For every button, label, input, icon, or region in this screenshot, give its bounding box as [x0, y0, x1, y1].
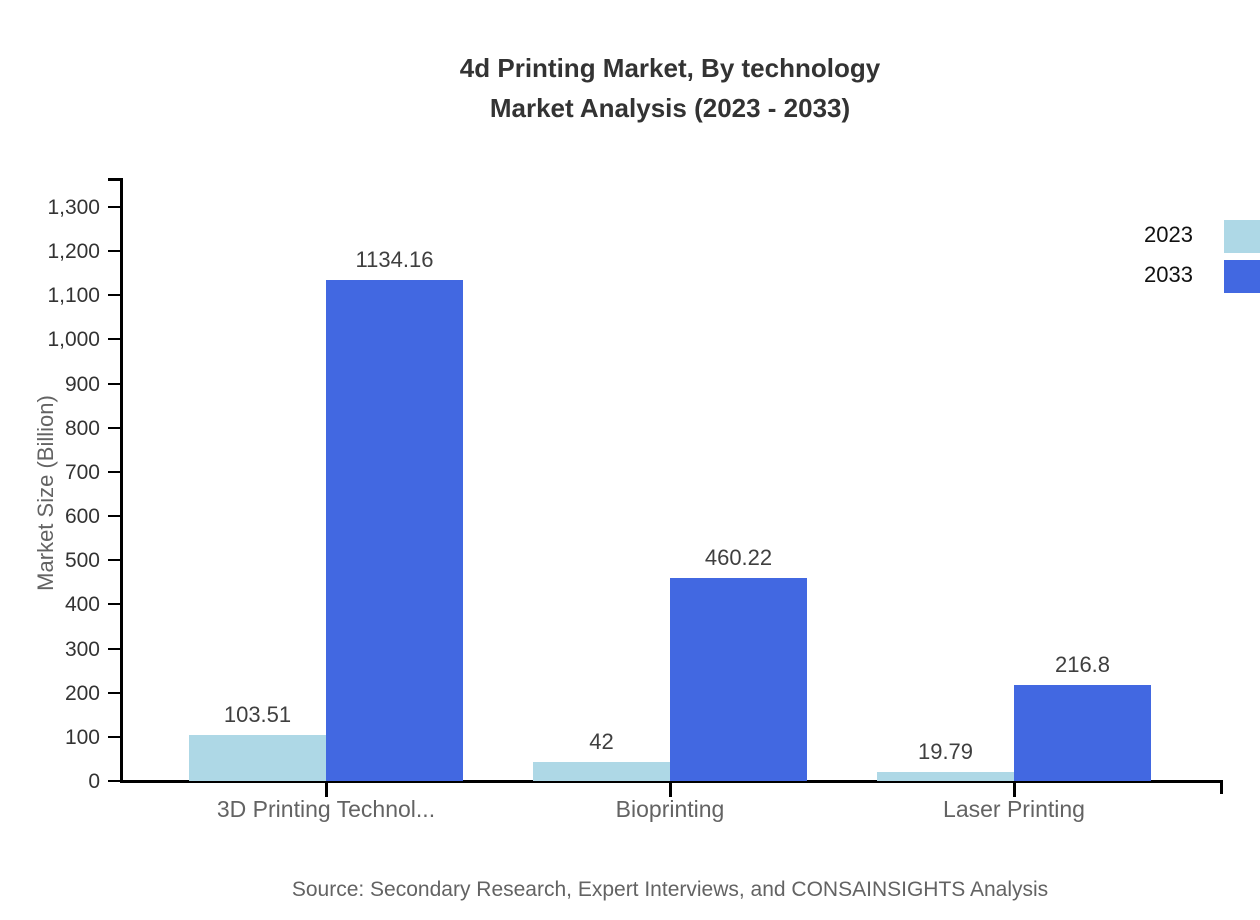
bar-2033-2[interactable]	[1014, 685, 1151, 781]
y-axis-tick	[108, 603, 121, 606]
legend-item-label: 2023	[1144, 222, 1193, 247]
y-axis-tick-label: 1,100	[47, 284, 100, 308]
y-axis-tick-label: 1,300	[47, 196, 100, 219]
y-axis-tick	[108, 382, 121, 385]
y-axis-tick	[108, 470, 121, 473]
legend-color-swatch	[1224, 220, 1260, 253]
bar-2033-1[interactable]	[670, 577, 807, 781]
y-axis-tick	[108, 515, 121, 518]
bar-2023-0[interactable]	[189, 735, 326, 781]
y-axis-tick	[108, 647, 121, 650]
y-axis-line	[120, 178, 123, 782]
y-axis-tick	[108, 338, 121, 341]
y-axis-tick-label: 300	[64, 637, 100, 661]
y-axis-tick	[108, 559, 121, 562]
y-axis-tick-label: 700	[64, 460, 100, 484]
y-axis-tick	[108, 426, 121, 429]
page-title: 4d Printing Market, By technology Market…	[0, 48, 1260, 128]
chart-title-line-2: Market Analysis (2023 - 2033)	[489, 93, 851, 123]
y-axis-tick	[108, 294, 121, 297]
y-axis-tick	[108, 780, 121, 782]
y-axis-tick	[108, 206, 121, 208]
x-axis-tick	[669, 783, 672, 797]
y-axis-tick-label: 1,000	[47, 328, 100, 352]
legend-item-2023[interactable]: 2023	[1130, 218, 1260, 258]
y-axis-tick	[108, 250, 121, 253]
chart-title-line-1: 4d Printing Market, By technology	[459, 53, 881, 83]
y-axis-tick	[108, 735, 121, 738]
y-axis-tick-label: 1,200	[47, 240, 100, 264]
legend-color-swatch	[1224, 260, 1260, 293]
bar-2023-2[interactable]	[877, 772, 1014, 781]
y-axis-tick-label: 200	[64, 681, 100, 705]
bar-2023-1[interactable]	[533, 762, 670, 781]
y-axis-tick-label: 800	[64, 416, 100, 440]
source-note: Source: Secondary Research, Expert Inter…	[291, 878, 1049, 901]
legend: 2023 2033	[1130, 218, 1260, 298]
y-axis-tick-label: 400	[64, 593, 100, 617]
x-axis-tick	[1013, 783, 1016, 797]
x-axis-tick	[325, 783, 328, 797]
bar-value-label: 216.8	[1054, 652, 1111, 678]
x-axis-category-label: Laser Printing	[943, 796, 1085, 822]
y-axis-tick	[108, 691, 121, 694]
bar-value-label: 42	[589, 729, 614, 755]
y-axis-title-label: Market Size (Billion)	[33, 395, 58, 591]
y-axis-tick-label: 0	[88, 770, 100, 793]
bar-value-label: 460.22	[704, 544, 773, 570]
bar-2033-0[interactable]	[326, 280, 463, 781]
x-axis-line	[120, 780, 1223, 783]
plot-area: 103.51 1134.16 42 460.22 19.79 216.8	[120, 178, 1222, 781]
y-axis-tick-label: 500	[64, 549, 100, 573]
legend-item-label: 2033	[1144, 262, 1193, 287]
y-axis-tick-label: 900	[64, 372, 100, 396]
y-axis-tick-label: 100	[64, 725, 100, 749]
bar-value-label: 19.79	[917, 739, 974, 765]
y-axis-tick-label: 600	[64, 505, 100, 529]
x-axis-category-label: Bioprinting	[615, 796, 725, 822]
x-axis-right-cap	[1220, 780, 1223, 794]
bar-value-label: 103.51	[223, 702, 292, 728]
y-axis-top-cap	[108, 178, 121, 181]
bar-value-label: 1134.16	[355, 247, 434, 273]
legend-item-2033[interactable]: 2033	[1130, 258, 1260, 298]
x-axis-category-label: 3D Printing Technol...	[216, 796, 436, 822]
